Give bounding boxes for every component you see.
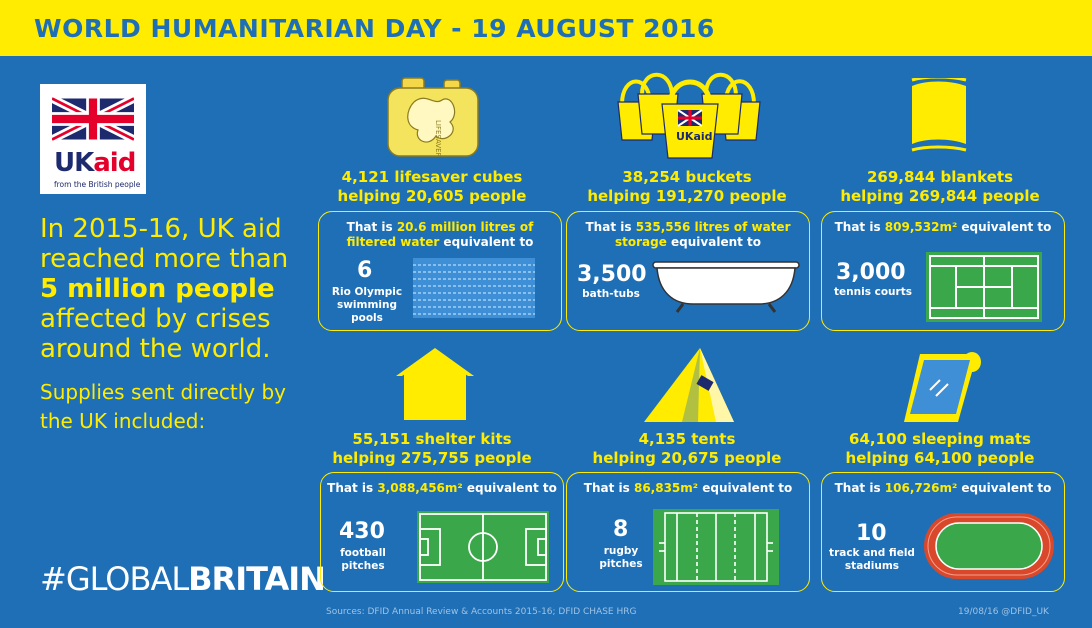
bathtub-icon	[652, 261, 800, 313]
shelter-icon	[396, 348, 474, 420]
equivalence-label: football pitches	[340, 547, 386, 572]
equivalence-number: 3,000	[836, 260, 906, 285]
item-title-blankets: 269,844 blankets helping 269,844 people	[840, 168, 1040, 205]
equivalence-box-tent-area: That is 86,835m² equivalent to 8 rugby p…	[566, 472, 810, 592]
equivalence-number: 8	[613, 517, 629, 542]
page-title: WORLD HUMANITARIAN DAY - 19 AUGUST 2016	[34, 14, 715, 43]
blanket-icon	[911, 78, 967, 152]
water-cube-icon: LIFESAVER	[387, 77, 479, 158]
equivalence-label: bath-tubs	[582, 288, 640, 300]
equivalence-number: 430	[339, 519, 385, 544]
ukaid-logo: UKaid from the British people	[40, 84, 146, 194]
swimming-pool-icon	[413, 258, 535, 318]
svg-text:LIFESAVER: LIFESAVER	[434, 120, 442, 158]
bucket-icon: UKaid	[617, 72, 761, 159]
intro-line2: affected by crises around the world.	[40, 304, 271, 364]
equivalence-label: tennis courts	[834, 286, 912, 298]
item-title-buckets: 38,254 buckets helping 191,270 people	[587, 168, 787, 205]
logo-wordmark: UKaid	[54, 148, 136, 178]
tent-icon	[644, 348, 734, 422]
rugby-pitch-icon	[653, 509, 779, 585]
equivalence-box-blanket-area: That is 809,532m² equivalent to 3,000 te…	[821, 211, 1065, 331]
equivalence-number: 3,500	[577, 262, 647, 287]
union-flag-icon	[52, 94, 134, 144]
supplies-intro: Supplies sent directly by the UK include…	[40, 380, 287, 433]
equivalence-box-mat-area: That is 106,726m² equivalent to 10 track…	[821, 472, 1065, 592]
equivalence-box-shelter-area: That is 3,088,456m² equivalent to 430 fo…	[320, 472, 564, 592]
hashtag: #GLOBALBRITAIN	[40, 560, 326, 598]
intro-highlight: 5 million people	[40, 274, 275, 304]
header-banner: WORLD HUMANITARIAN DAY - 19 AUGUST 2016	[0, 0, 1092, 56]
sleeping-mat-icon	[904, 352, 981, 422]
equivalence-box-water: That is 20.6 million litres of filtered …	[318, 211, 562, 331]
date-handle-footer: 19/08/16 @DFID_UK	[958, 607, 1049, 617]
tennis-court-icon	[926, 252, 1042, 322]
intro-line1: In 2015-16, UK aid reached more than	[40, 214, 289, 274]
equivalence-number: 10	[856, 521, 887, 546]
equivalence-number: 6	[357, 258, 373, 283]
item-title-sleeping-mats: 64,100 sleeping mats helping 64,100 peopl…	[845, 430, 1035, 467]
equivalence-label: Rio Olympic swimming pools	[331, 286, 403, 324]
item-title-tents: 4,135 tents helping 20,675 people	[592, 430, 782, 467]
svg-text:UKaid: UKaid	[676, 130, 713, 143]
item-title-lifesaver-cubes: 4,121 lifesaver cubes helping 20,605 peop…	[337, 168, 527, 205]
equivalence-box-water-storage: That is 535,556 litres of water storage …	[566, 211, 810, 331]
sources-footer: Sources: DFID Annual Review & Accounts 2…	[326, 607, 637, 617]
equivalence-label: track and field stadiums	[829, 547, 915, 572]
intro-statement: In 2015-16, UK aid reached more than 5 m…	[40, 214, 310, 364]
football-pitch-icon	[417, 511, 549, 583]
equivalence-label: rugby pitches	[599, 545, 643, 570]
item-title-shelter-kits: 55,151 shelter kits helping 275,755 peopl…	[332, 430, 532, 467]
athletics-track-icon	[924, 513, 1054, 579]
logo-tagline: from the British people	[54, 180, 141, 189]
